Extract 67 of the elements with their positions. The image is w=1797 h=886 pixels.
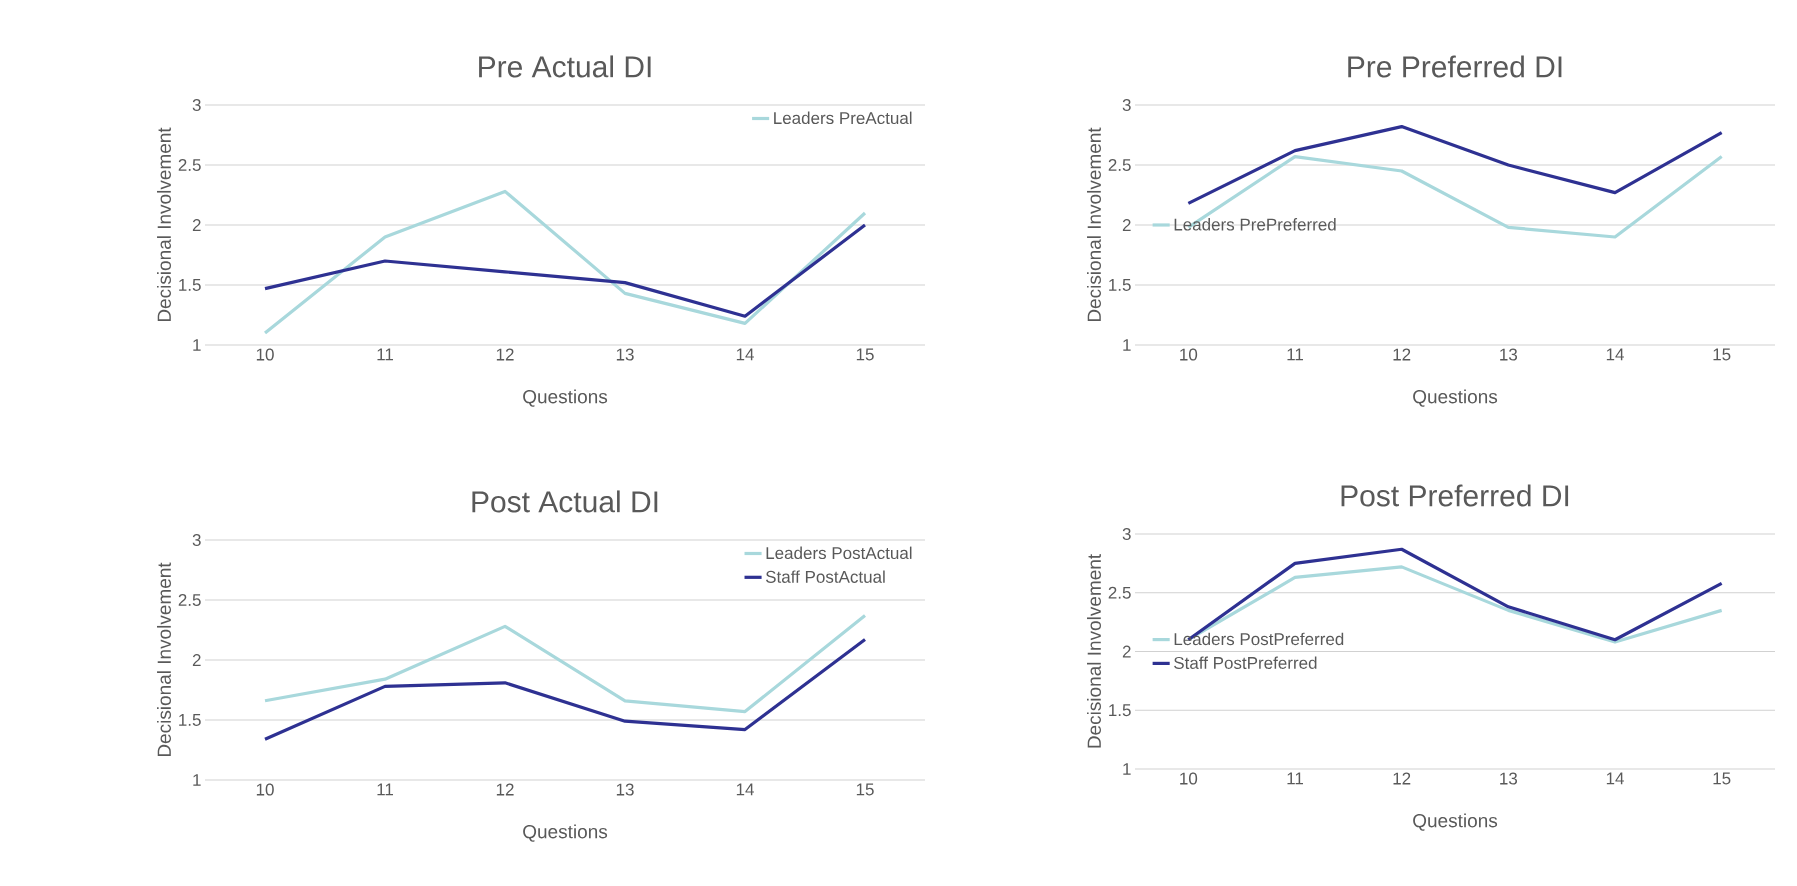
x-tick-label: 15	[1713, 772, 1731, 785]
y-axis-title: Decisional Involvement	[1087, 553, 1101, 748]
chart-title: Pre Actual DI	[479, 55, 651, 78]
x-tick-label: 11	[377, 348, 394, 361]
x-tick-label: 12	[1393, 348, 1411, 361]
x-axis-title: Questions	[523, 824, 608, 842]
legend-label: Staff PostPreferred	[1174, 656, 1317, 669]
y-tick-label: 3	[192, 533, 201, 547]
chart-title: Post Preferred DI	[1341, 484, 1569, 507]
x-tick-label: 12	[1393, 772, 1411, 785]
y-tick-label: 2	[1122, 645, 1131, 658]
y-tick-label: 1	[1123, 763, 1131, 775]
y-tick-label: 3	[192, 98, 201, 112]
x-tick-label: 13	[616, 348, 634, 361]
x-tick-label: 10	[256, 348, 274, 361]
y-axis-title: Decisional Involvement	[157, 127, 171, 322]
x-tick-label: 10	[1180, 772, 1198, 785]
y-axis-title: Decisional Involvement	[157, 562, 171, 757]
y-tick-label: 2.5	[178, 593, 201, 607]
y-axis-title: Decisional Involvement	[1087, 127, 1101, 322]
y-tick-label: 2.5	[178, 158, 201, 172]
x-tick-label: 12	[496, 348, 514, 361]
legend-label: Leaders PrePreferred	[1174, 218, 1336, 231]
x-axis-title: Questions	[1413, 389, 1498, 407]
y-tick-label: 3	[1122, 527, 1131, 541]
y-tick-label: 1.5	[179, 279, 201, 291]
legend-label: Staff PostActual	[765, 570, 885, 583]
line-series	[263, 613, 867, 714]
x-tick-label: 10	[1180, 348, 1198, 361]
legend-label: Leaders PostPreferred	[1174, 632, 1344, 646]
legend-label: Leaders PostActual	[766, 546, 912, 560]
line-series	[263, 637, 867, 741]
x-axis-title: Questions	[1413, 813, 1498, 831]
y-tick-label: 2.5	[1108, 158, 1131, 172]
y-tick-label: 2	[192, 654, 201, 666]
x-tick-label: 14	[736, 348, 754, 361]
x-tick-label: 15	[856, 783, 874, 796]
line-series	[263, 223, 867, 318]
x-tick-label: 11	[377, 783, 394, 796]
y-tick-label: 1.5	[179, 714, 201, 726]
y-tick-label: 1	[193, 339, 201, 351]
y-tick-label: 3	[1122, 98, 1131, 112]
y-tick-label: 2	[1122, 219, 1131, 231]
x-tick-label: 15	[1713, 348, 1731, 361]
x-tick-label: 14	[1606, 772, 1624, 785]
line-series	[1186, 124, 1724, 205]
x-tick-label: 12	[496, 783, 514, 796]
x-tick-label: 10	[256, 783, 274, 796]
y-tick-label: 1	[193, 774, 201, 786]
line-series	[263, 189, 867, 335]
y-tick-label: 1.5	[1109, 279, 1131, 291]
x-tick-label: 15	[856, 348, 874, 361]
y-tick-label: 2.5	[1108, 586, 1131, 599]
x-tick-label: 14	[1606, 348, 1624, 361]
legend-label: Leaders PreActual	[774, 111, 912, 125]
x-tick-label: 13	[1500, 772, 1518, 785]
chart-title: Pre Preferred DI	[1348, 55, 1562, 78]
x-tick-label: 13	[616, 783, 634, 796]
x-tick-label: 11	[1287, 348, 1303, 361]
y-tick-label: 2	[192, 219, 201, 231]
x-tick-label: 11	[1287, 772, 1303, 785]
y-tick-label: 1	[1123, 339, 1131, 351]
x-axis-title: Questions	[523, 389, 608, 407]
y-tick-label: 1.5	[1109, 704, 1131, 717]
chart-title: Post Actual DI	[472, 490, 658, 513]
x-tick-label: 14	[736, 783, 754, 796]
x-tick-label: 13	[1500, 348, 1518, 361]
